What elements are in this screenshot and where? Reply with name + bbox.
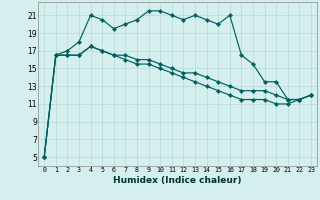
X-axis label: Humidex (Indice chaleur): Humidex (Indice chaleur)	[113, 176, 242, 185]
